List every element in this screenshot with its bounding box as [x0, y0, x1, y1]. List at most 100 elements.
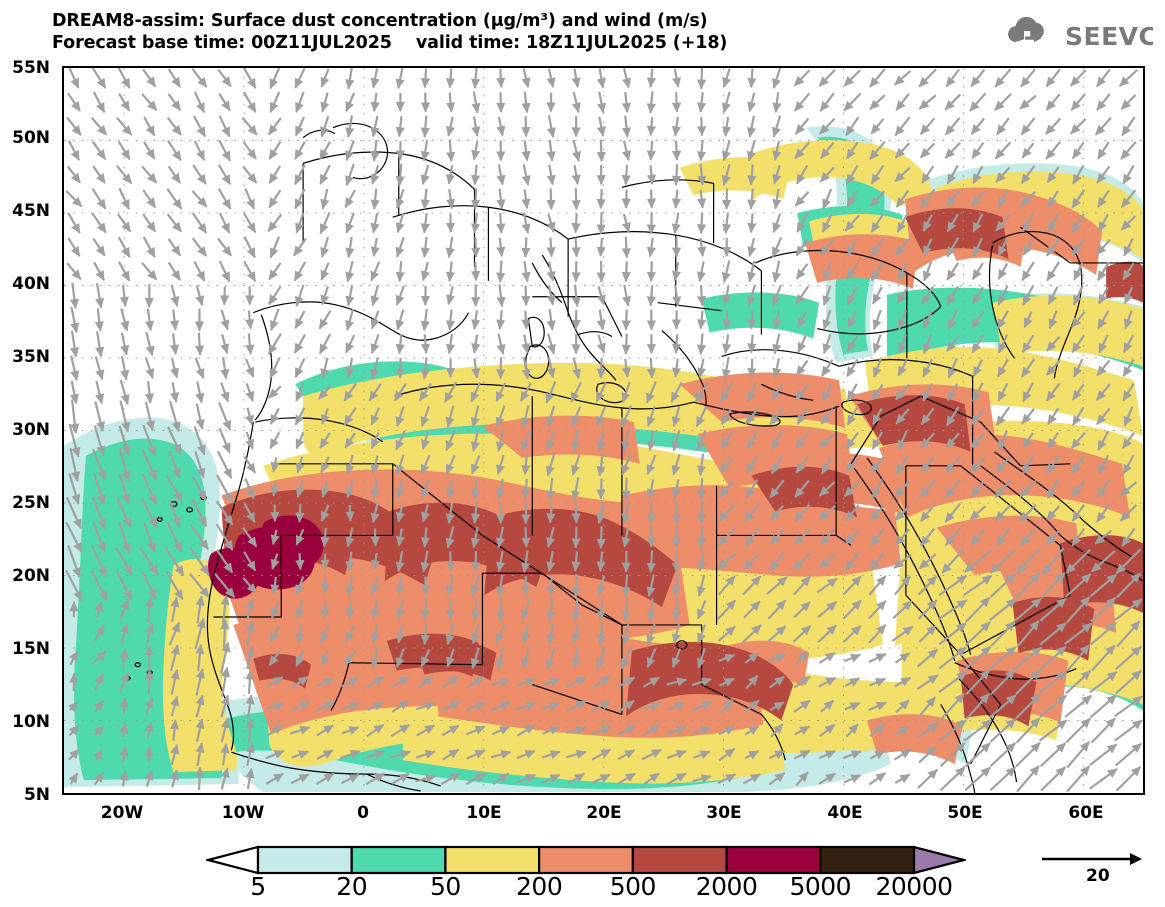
wind-arrow — [69, 447, 81, 482]
wind-arrow — [997, 285, 1009, 306]
wind-arrow — [139, 547, 159, 576]
wind-arrow — [847, 310, 858, 329]
wind-arrow — [270, 576, 280, 595]
wind-arrow — [646, 405, 656, 428]
wind-arrow — [521, 212, 531, 235]
wind-arrow — [772, 260, 782, 283]
wind-arrow — [395, 503, 405, 523]
wind-arrow — [120, 332, 130, 356]
wind-arrow — [1020, 165, 1036, 185]
wind-arrow — [1070, 118, 1087, 135]
wind-arrow — [1121, 116, 1136, 137]
wind-arrow — [521, 478, 531, 500]
wind-arrow — [370, 528, 380, 547]
wind-arrow — [395, 213, 405, 234]
wind-arrow — [571, 357, 581, 380]
wind-arrow — [117, 140, 131, 161]
wind-arrow — [446, 286, 456, 306]
wind-arrow — [894, 528, 911, 546]
wind-arrow — [972, 359, 984, 377]
wind-arrow — [819, 238, 835, 256]
wind-arrow — [1096, 407, 1111, 426]
wind-arrow — [1119, 504, 1138, 522]
wind-arrow — [747, 334, 757, 354]
wind-arrow — [145, 331, 155, 357]
wind-arrow — [345, 527, 355, 548]
wind-arrow — [745, 479, 759, 499]
wind-arrow — [395, 333, 405, 355]
wind-arrow — [395, 163, 405, 187]
wind-arrow — [946, 285, 960, 306]
wind-arrow — [218, 139, 232, 162]
wind-arrow — [319, 141, 332, 160]
dust-concentration-map[interactable] — [62, 66, 1145, 795]
wind-arrow — [971, 334, 985, 354]
wind-arrow — [1045, 68, 1061, 88]
wind-arrow — [370, 576, 380, 596]
wind-arrow — [216, 474, 234, 504]
wind-arrow — [142, 189, 157, 209]
wind-arrow — [944, 93, 962, 111]
wind-arrow — [919, 142, 936, 159]
wind-arrow — [140, 498, 158, 529]
wind-arrow — [795, 431, 810, 450]
wind-arrow — [746, 139, 756, 162]
wind-arrow — [997, 382, 1009, 402]
wind-arrow — [91, 496, 107, 530]
wind-arrow — [370, 261, 381, 282]
wind-arrow — [970, 528, 986, 546]
wind-arrow — [545, 381, 557, 404]
wind-arrow — [1123, 334, 1134, 354]
wind-arrow — [545, 453, 556, 477]
wind-arrow — [818, 481, 836, 497]
wind-arrow — [646, 502, 656, 525]
wind-arrow — [496, 164, 506, 186]
wind-arrow — [772, 68, 782, 90]
wind-arrow — [897, 359, 908, 377]
wind-arrow — [345, 285, 355, 307]
wind-key-label: 20 — [1086, 866, 1110, 886]
wind-arrow — [420, 68, 431, 89]
wind-arrow — [1071, 504, 1085, 522]
wind-arrow — [963, 574, 993, 596]
wind-arrow — [1021, 408, 1035, 425]
wind-arrow — [896, 286, 909, 305]
wind-arrow — [319, 212, 331, 235]
wind-arrow — [1065, 573, 1092, 598]
lon-tick-40E: 40E — [827, 803, 863, 823]
wind-arrow — [116, 165, 133, 185]
wind-arrow — [471, 141, 481, 161]
wind-arrow — [445, 599, 456, 621]
wind-arrow — [218, 402, 232, 431]
wind-arrow — [893, 575, 912, 596]
wind-arrow — [189, 547, 210, 576]
wind-arrow — [697, 116, 707, 137]
wind-arrow — [621, 115, 632, 138]
wind-arrow — [395, 576, 405, 596]
wind-arrow — [696, 477, 707, 501]
wind-arrow — [1123, 406, 1134, 427]
wind-arrow — [792, 552, 812, 571]
wind-arrow — [747, 115, 757, 138]
wind-arrow — [846, 383, 858, 402]
wind-arrow — [869, 552, 886, 571]
wind-arrow — [420, 357, 430, 380]
wind-arrow — [94, 600, 104, 618]
wind-arrow — [845, 431, 860, 450]
wind-arrow — [963, 549, 992, 573]
wind-arrow — [945, 406, 960, 427]
colorbar-under-cap — [206, 845, 260, 875]
colorbar[interactable] — [206, 845, 966, 875]
wind-arrow — [596, 478, 606, 500]
forecast-time-subtitle: Forecast base time: 00Z11JUL2025 valid t… — [52, 33, 728, 53]
wind-arrow — [343, 382, 357, 402]
wind-arrow — [546, 333, 556, 355]
wind-arrow — [922, 310, 933, 330]
wind-arrow — [267, 213, 283, 232]
wind-arrow — [69, 282, 80, 310]
wind-arrow — [245, 598, 255, 621]
wind-arrow — [217, 68, 232, 87]
wind-arrow — [269, 407, 280, 425]
wind-arrow — [918, 553, 937, 570]
wind-arrow — [721, 260, 731, 283]
